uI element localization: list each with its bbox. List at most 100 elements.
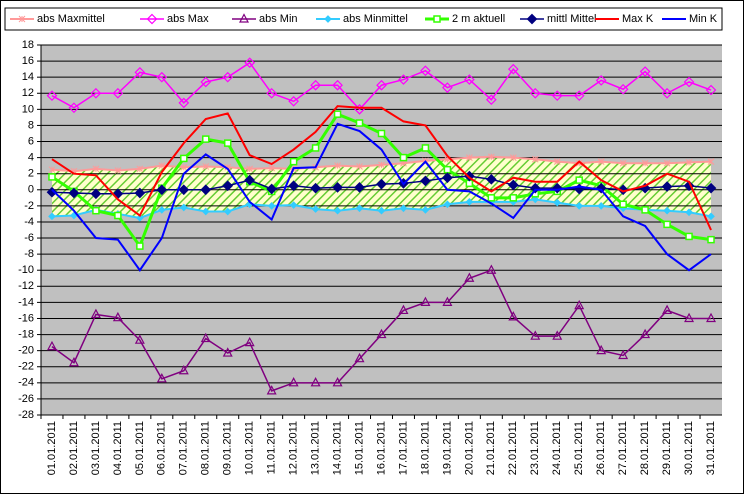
y-tick-label: -16 [18,312,34,324]
point [661,181,673,192]
point [200,76,212,88]
point [433,15,441,23]
point [421,144,430,152]
point [311,144,320,152]
point [420,296,431,306]
x-tick-label: 31.01.2011 [705,421,717,475]
x-tick-label: 21.01.2011 [485,421,497,475]
series-line [51,269,712,392]
point [68,356,79,367]
point [156,184,168,196]
point [222,180,234,192]
point [619,200,627,209]
point [266,87,278,99]
point [420,65,431,77]
point [705,182,717,194]
point [311,205,320,213]
point [223,139,232,147]
point [134,187,146,199]
point [487,153,495,161]
point [378,161,385,169]
point [617,83,629,95]
point [443,165,452,174]
point [597,158,605,165]
point [663,206,671,215]
point [46,90,58,102]
point [136,242,144,250]
y-tick-label: -8 [24,248,34,260]
point [399,204,408,213]
plot-area [41,45,722,415]
legend-label: abs Max [167,13,209,25]
x-tick-label: 17.01.2011 [397,421,409,475]
x-tick-label: 20.01.2011 [463,421,475,475]
point [46,340,57,351]
point [136,214,144,222]
point [68,187,80,199]
point [465,197,474,206]
point [332,377,343,387]
point [179,203,188,212]
point [156,373,167,383]
point [332,182,343,193]
point [707,235,715,244]
point [266,183,278,195]
point [289,157,298,166]
point [684,312,695,323]
point [68,102,80,114]
x-tick-label: 22.01.2011 [507,421,519,475]
point [553,158,561,165]
point [508,311,519,321]
point [705,84,717,96]
point [377,206,386,215]
y-tick-label: 10 [22,103,34,115]
point [466,154,473,161]
y-tick-label: 18 [22,39,34,51]
legend-label: 2 m aktuell [452,13,505,25]
series-line [51,105,712,231]
point [202,163,210,170]
point [244,57,256,69]
point [486,264,497,274]
point [266,385,277,395]
point [288,377,299,387]
x-tick-label: 16.01.2011 [375,421,387,475]
y-tick-label: -20 [18,345,34,357]
x-tick-label: 04.01.2011 [112,421,124,475]
y-tick-label: 12 [22,87,34,99]
x-tick-label: 14.01.2011 [331,421,343,475]
x-tick-label: 15.01.2011 [353,421,365,475]
point [178,364,189,375]
point [575,202,584,210]
x-tick-label: 05.01.2011 [134,421,146,475]
point [356,163,363,170]
point [685,232,693,241]
point [464,74,475,85]
point [18,15,26,23]
point [114,211,122,220]
x-tick-label: 27.01.2011 [617,421,629,475]
point [573,90,585,102]
x-tick-label: 11.01.2011 [266,421,278,474]
y-tick-label: 6 [28,135,34,147]
point [507,179,519,191]
point [112,87,124,99]
point [333,110,342,118]
point [355,204,364,213]
point [640,328,651,339]
point [399,153,408,162]
point [639,66,651,77]
point [90,87,102,99]
point [134,66,146,78]
point [526,13,538,25]
point [442,296,453,306]
point [442,172,453,184]
point [617,184,629,196]
point [641,159,649,167]
point [355,119,364,127]
x-tick-label: 23.01.2011 [529,421,541,475]
series [46,170,717,200]
y-tick-label: -24 [18,377,34,389]
point [597,202,606,210]
legend-label: Max K [622,13,654,25]
